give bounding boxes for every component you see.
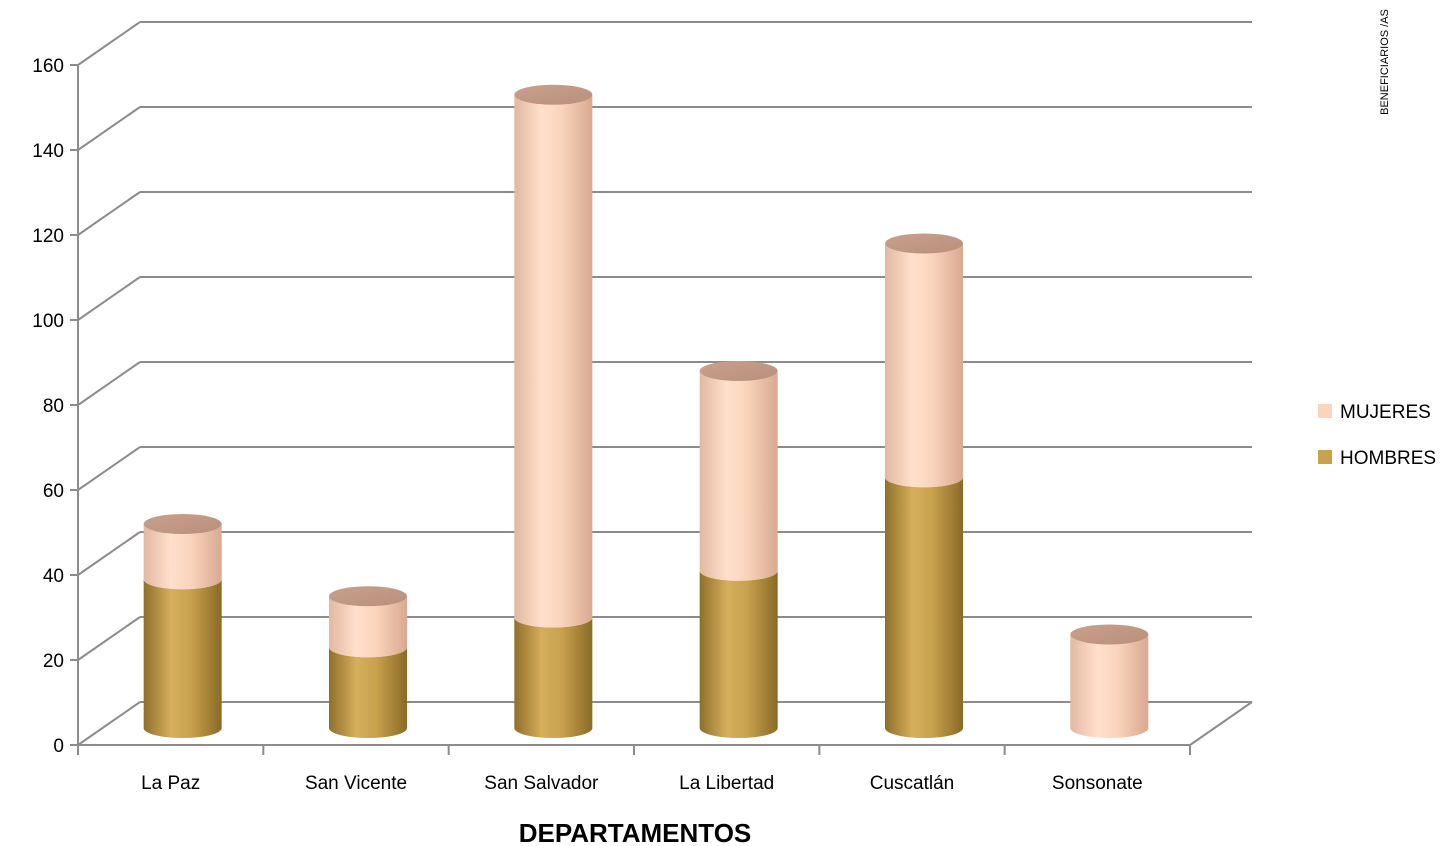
bar-mujeres-0 [143,524,222,590]
y-tick-label: 100 [32,311,64,332]
gridline-side [77,361,141,406]
bar-hombres-0 [143,579,222,738]
y-tick-label: 80 [43,396,64,417]
bar-hombres-3 [699,570,778,738]
bar-mujeres-1 [329,596,407,658]
gridline-side [77,191,141,236]
y-tick-label: 120 [32,226,64,247]
x-tick-label: Sonsonate [1052,773,1143,794]
gridline-side [77,701,141,746]
bar-top-0 [143,514,222,534]
gridline-side [77,21,141,66]
bar-top-4 [885,233,963,254]
legend-swatch-mujeres [1318,404,1332,418]
gridline-side [77,616,141,661]
gridline-side [77,446,141,491]
bar-top-5 [1070,624,1149,645]
bar-mujeres-5 [1070,634,1149,738]
bar-top-1 [329,586,407,607]
bar-hombres-2 [514,617,593,738]
x-tick-label: La Libertad [679,773,774,794]
gridlines [77,21,1252,746]
bar-top-2 [514,84,593,105]
bar-mujeres-3 [699,371,778,581]
bar-hombres-1 [329,647,407,738]
y-tick-label: 40 [43,566,64,587]
legend-label-hombres: HOMBRES [1340,448,1436,469]
y-axis-title: BENEFICIARIOS /AS [1379,9,1391,115]
y-tick-label: 140 [32,141,64,162]
bar-mujeres-2 [514,94,593,628]
x-axis-title: DEPARTAMENTOS [519,818,752,846]
legend-swatch-hombres [1318,450,1332,464]
gridline-side [77,531,141,576]
x-tick-label: La Paz [141,773,200,794]
gridline-side [77,106,141,151]
y-tick-label: 60 [43,481,64,502]
bars [143,84,1149,738]
x-tick-label: Cuscatlán [870,773,955,794]
y-tick-label: 0 [53,736,64,757]
gridline-side [77,276,141,321]
x-tick-label: San Vicente [305,773,407,794]
floor-edge [1189,701,1253,746]
bar-hombres-4 [885,477,963,738]
legend-label-mujeres: MUJERES [1340,402,1431,423]
labels: DEPARTAMENTOS BENEFICIARIOS /AS 0 20 40 60 8… [32,9,1391,846]
bar-mujeres-4 [885,243,963,488]
axes [70,64,1253,755]
y-tick-label: 20 [43,651,64,672]
bar-top-3 [699,361,778,381]
y-tick-label: 160 [32,56,64,77]
legend: MUJERES HOMBRES [1318,402,1436,469]
x-tick-label: San Salvador [484,773,599,794]
